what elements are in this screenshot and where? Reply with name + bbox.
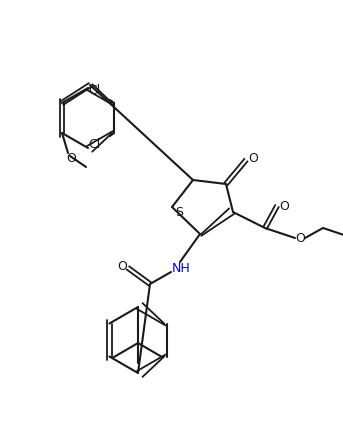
- Text: Cl: Cl: [88, 139, 100, 152]
- Text: O: O: [248, 153, 258, 165]
- Text: NH: NH: [172, 263, 190, 276]
- Text: Cl: Cl: [88, 84, 100, 98]
- Text: S: S: [175, 206, 183, 219]
- Text: O: O: [117, 260, 127, 273]
- Text: O: O: [66, 153, 76, 165]
- Text: O: O: [295, 232, 305, 245]
- Text: O: O: [279, 199, 289, 212]
